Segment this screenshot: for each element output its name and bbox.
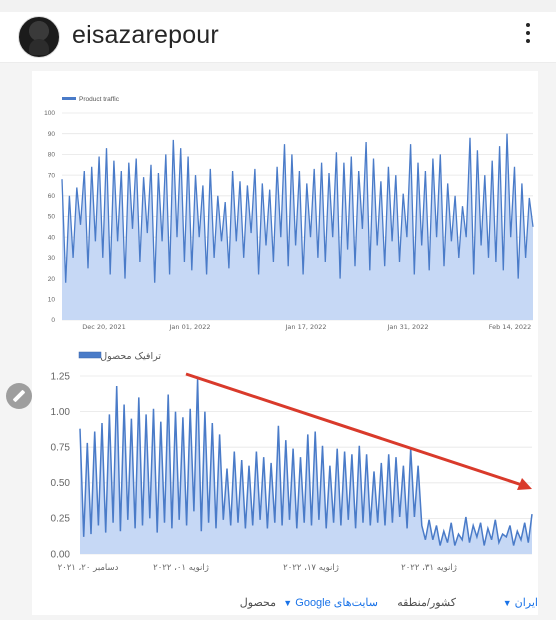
y-tick-label: 1.25: [51, 371, 71, 382]
x-tick-label: Feb 14, 2022: [489, 323, 532, 331]
y-tick-label: 0: [51, 317, 55, 324]
y-tick-label: 100: [44, 110, 55, 117]
y-tick-label: 30: [48, 255, 56, 262]
chart-product-traffic: 0 10 20 30 40 50 60 70 80 90 100 Dec 20, 2021 Jan 01…: [44, 96, 534, 331]
y-tick-label: 10: [48, 296, 56, 303]
x-tick-label: دسامبر ۲۰، ۲۰۲۱: [58, 563, 119, 573]
more-options-icon[interactable]: [518, 18, 538, 48]
y-tick-label: 70: [48, 172, 56, 179]
product-traffic-fa-line: [79, 378, 533, 546]
x-tick-label: Dec 20, 2021: [82, 323, 126, 331]
x-tick-label: Jan 17, 2022: [284, 323, 326, 331]
avatar[interactable]: [18, 16, 60, 58]
product-filter-label: محصول: [239, 597, 276, 609]
region-filter[interactable]: ایران ▼: [503, 596, 538, 609]
x-tick-label: Jan 01, 2022: [168, 323, 210, 331]
post-header: eisazarepour: [0, 12, 556, 63]
legend-label-fa: ترافیک محصول: [100, 351, 161, 362]
google-sites-label: سایت‌های Google: [295, 597, 378, 609]
chevron-down-icon: ▼: [502, 598, 512, 608]
region-filter-value: ایران: [514, 597, 538, 609]
legend-swatch-fa: [78, 351, 102, 359]
trend-arrow: [185, 372, 532, 490]
y-tick-label: 1.00: [51, 407, 71, 418]
username[interactable]: eisazarepour: [72, 21, 219, 49]
chart-filters: محصول سایت‌های Google ▼ کشور/منطقه ایران…: [32, 590, 538, 616]
product-traffic-fa-area: [80, 378, 532, 554]
x-tick-label: ژانویه ۱۷، ۲۰۲۲: [283, 563, 339, 573]
y-tick-label: 0.75: [51, 443, 71, 454]
y-tick-label: 50: [48, 214, 56, 221]
google-sites-filter[interactable]: سایت‌های Google ▼: [283, 596, 378, 609]
y-tick-label: 90: [48, 131, 56, 138]
y-tick-label: 0.25: [51, 514, 71, 525]
chart-product-traffic-fa: 0.00 0.25 0.50 0.75 1.00 1.25 دسامبر ۲۰، ۲۰۲۱ ژ…: [51, 351, 533, 573]
y-tick-label: 80: [48, 152, 56, 159]
legend-swatch: [62, 97, 76, 100]
chevron-down-icon: ▼: [283, 598, 293, 608]
x-tick-label: ژانویه ۰۱، ۲۰۲۲: [153, 563, 209, 573]
edit-pencil-icon[interactable]: [6, 383, 32, 409]
y-tick-label: 0.00: [51, 549, 71, 560]
x-tick-label: ژانویه ۳۱، ۲۰۲۲: [401, 563, 457, 573]
legend-label: Product traffic: [79, 96, 120, 103]
y-tick-label: 0.50: [51, 478, 71, 489]
region-filter-label: کشور/منطقه: [397, 597, 456, 609]
x-tick-label: Jan 31, 2022: [386, 323, 428, 331]
y-tick-label: 60: [48, 193, 56, 200]
product-traffic-line: [61, 133, 534, 283]
y-tick-label: 40: [48, 234, 56, 241]
y-tick-label: 20: [48, 276, 56, 283]
